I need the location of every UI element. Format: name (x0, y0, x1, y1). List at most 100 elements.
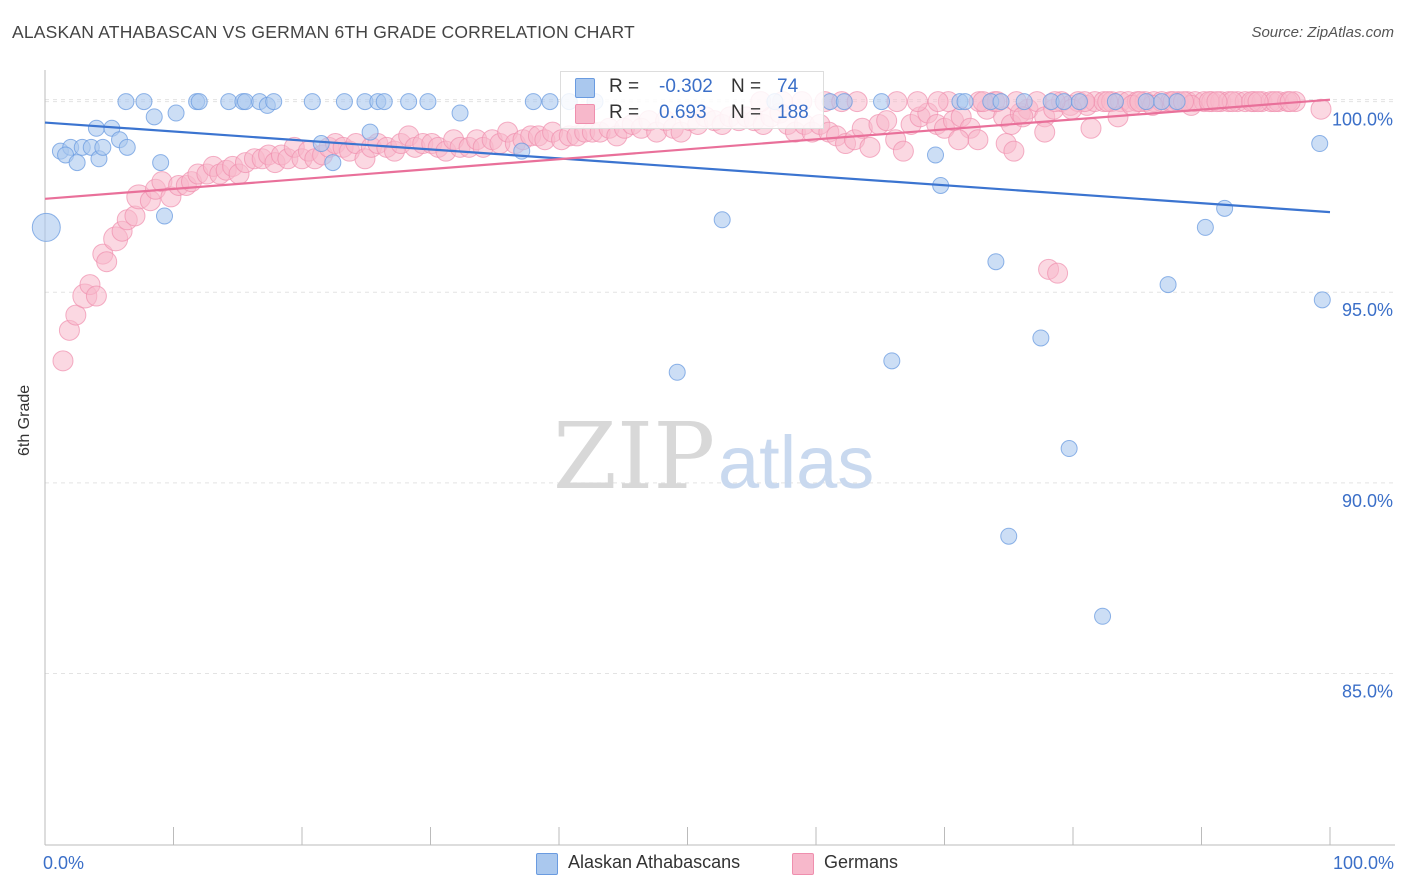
data-point-germans (967, 129, 989, 151)
data-point-alaskan (1153, 93, 1171, 111)
data-point-alaskan (145, 108, 163, 126)
bottom-legend-label-alaskan: Alaskan Athabascans (568, 852, 741, 872)
data-point-alaskan (361, 123, 379, 141)
data-point-alaskan (1137, 93, 1155, 111)
data-point-alaskan (312, 135, 330, 153)
data-point-germans (948, 129, 970, 151)
data-point-alaskan (713, 211, 731, 229)
data-point-alaskan (956, 93, 974, 111)
data-point-germans (859, 136, 881, 158)
trend-line-alaskan (44, 121, 1331, 214)
data-point-alaskan (375, 93, 393, 111)
legend-swatch-germans (575, 104, 595, 124)
data-point-alaskan (152, 154, 170, 172)
data-point-germans (1080, 117, 1102, 139)
data-point-alaskan (873, 93, 891, 111)
data-point-alaskan (419, 93, 437, 111)
data-point-alaskan (1015, 93, 1033, 111)
data-point-alaskan (451, 104, 469, 122)
data-point-alaskan (1159, 276, 1177, 294)
data-point-alaskan (1311, 135, 1329, 153)
data-point-alaskan (1094, 607, 1112, 625)
legend-n-value: 74 (777, 76, 799, 97)
legend-r-value: -0.302 (659, 76, 713, 97)
data-point-germans (1003, 140, 1025, 162)
data-point-germans (85, 285, 107, 307)
bottom-legend-label-germans: Germans (824, 852, 899, 872)
legend-swatch-alaskan (575, 78, 595, 98)
data-point-alaskan (118, 138, 136, 156)
watermark: ZIP atlas (553, 403, 874, 510)
legend-r-label: R = (609, 76, 640, 97)
data-point-alaskan (1032, 329, 1050, 347)
data-point-germans (892, 140, 914, 162)
data-point-alaskan (883, 352, 901, 370)
chart-title: ALASKAN ATHABASCAN VS GERMAN 6TH GRADE C… (12, 22, 635, 42)
data-point-alaskan (927, 146, 945, 164)
data-point-germans (907, 91, 929, 113)
data-point-alaskan (1106, 93, 1124, 111)
y-tick-label: 95.0% (1342, 300, 1393, 320)
data-point-germans (876, 110, 898, 132)
data-point-alaskan (303, 93, 321, 111)
legend-n-value: 188 (777, 102, 809, 123)
tick-labels: 85.0% 90.0% 95.0% 100.0% 0.0% 100.0% (43, 110, 1394, 873)
data-point-alaskan (94, 138, 112, 156)
data-point-alaskan (335, 93, 353, 111)
trend-line-germans (44, 98, 1331, 200)
data-point-alaskan (1196, 218, 1214, 236)
data-point-alaskan (1000, 527, 1018, 545)
data-point-alaskan (324, 154, 342, 172)
axes (44, 70, 1395, 846)
gridlines (45, 99, 1395, 674)
data-point-alaskan (668, 363, 686, 381)
data-point-alaskan (1216, 199, 1234, 217)
y-tick-label: 90.0% (1342, 491, 1393, 511)
data-point-germans (65, 304, 87, 326)
watermark-atlas: atlas (718, 421, 874, 504)
data-point-germans (96, 251, 118, 273)
y-tick-label: 100.0% (1332, 110, 1393, 130)
data-point-alaskan (190, 93, 208, 111)
data-point-alaskan (1060, 440, 1078, 458)
legend-n-label: N = (731, 102, 762, 123)
legend-n-label: N = (731, 76, 762, 97)
trend-lines (44, 98, 1331, 214)
data-point-germans (1047, 262, 1069, 284)
data-point-alaskan (992, 93, 1010, 111)
data-point-alaskan (1055, 93, 1073, 111)
data-point-germans (52, 350, 74, 372)
data-point-alaskan (167, 104, 185, 122)
data-point-alaskan (220, 93, 238, 111)
legend: R = -0.302 N = 74 R = 0.693 N = 188 (560, 71, 824, 129)
data-point-alaskan (1168, 93, 1186, 111)
data-point-alaskan (31, 212, 61, 242)
x-tick-label: 100.0% (1333, 853, 1394, 873)
data-point-alaskan (541, 93, 559, 111)
series-germans (52, 91, 1332, 372)
data-point-alaskan (117, 93, 135, 111)
source-label: Source: ZipAtlas.com (1251, 24, 1394, 41)
legend-r-value: 0.693 (659, 102, 707, 123)
data-point-alaskan (400, 93, 418, 111)
data-point-alaskan (135, 93, 153, 111)
data-point-alaskan (236, 93, 254, 111)
data-point-germans (1247, 91, 1269, 113)
data-point-alaskan (524, 93, 542, 111)
data-point-alaskan (1070, 93, 1088, 111)
data-point-germans (927, 91, 949, 113)
data-point-germans (1206, 91, 1228, 113)
data-point-alaskan (987, 253, 1005, 271)
legend-r-label: R = (609, 102, 640, 123)
data-point-alaskan (265, 93, 283, 111)
bottom-legend-swatch-alaskan (536, 853, 558, 875)
bottom-legend-swatch-germans (792, 853, 814, 875)
x-tick-label: 0.0% (43, 853, 84, 873)
data-point-alaskan (835, 93, 853, 111)
data-point-alaskan (156, 207, 174, 225)
y-tick-label: 85.0% (1342, 681, 1393, 701)
data-point-alaskan (68, 154, 86, 172)
data-point-germans (1310, 98, 1332, 120)
data-point-germans (1034, 121, 1056, 143)
